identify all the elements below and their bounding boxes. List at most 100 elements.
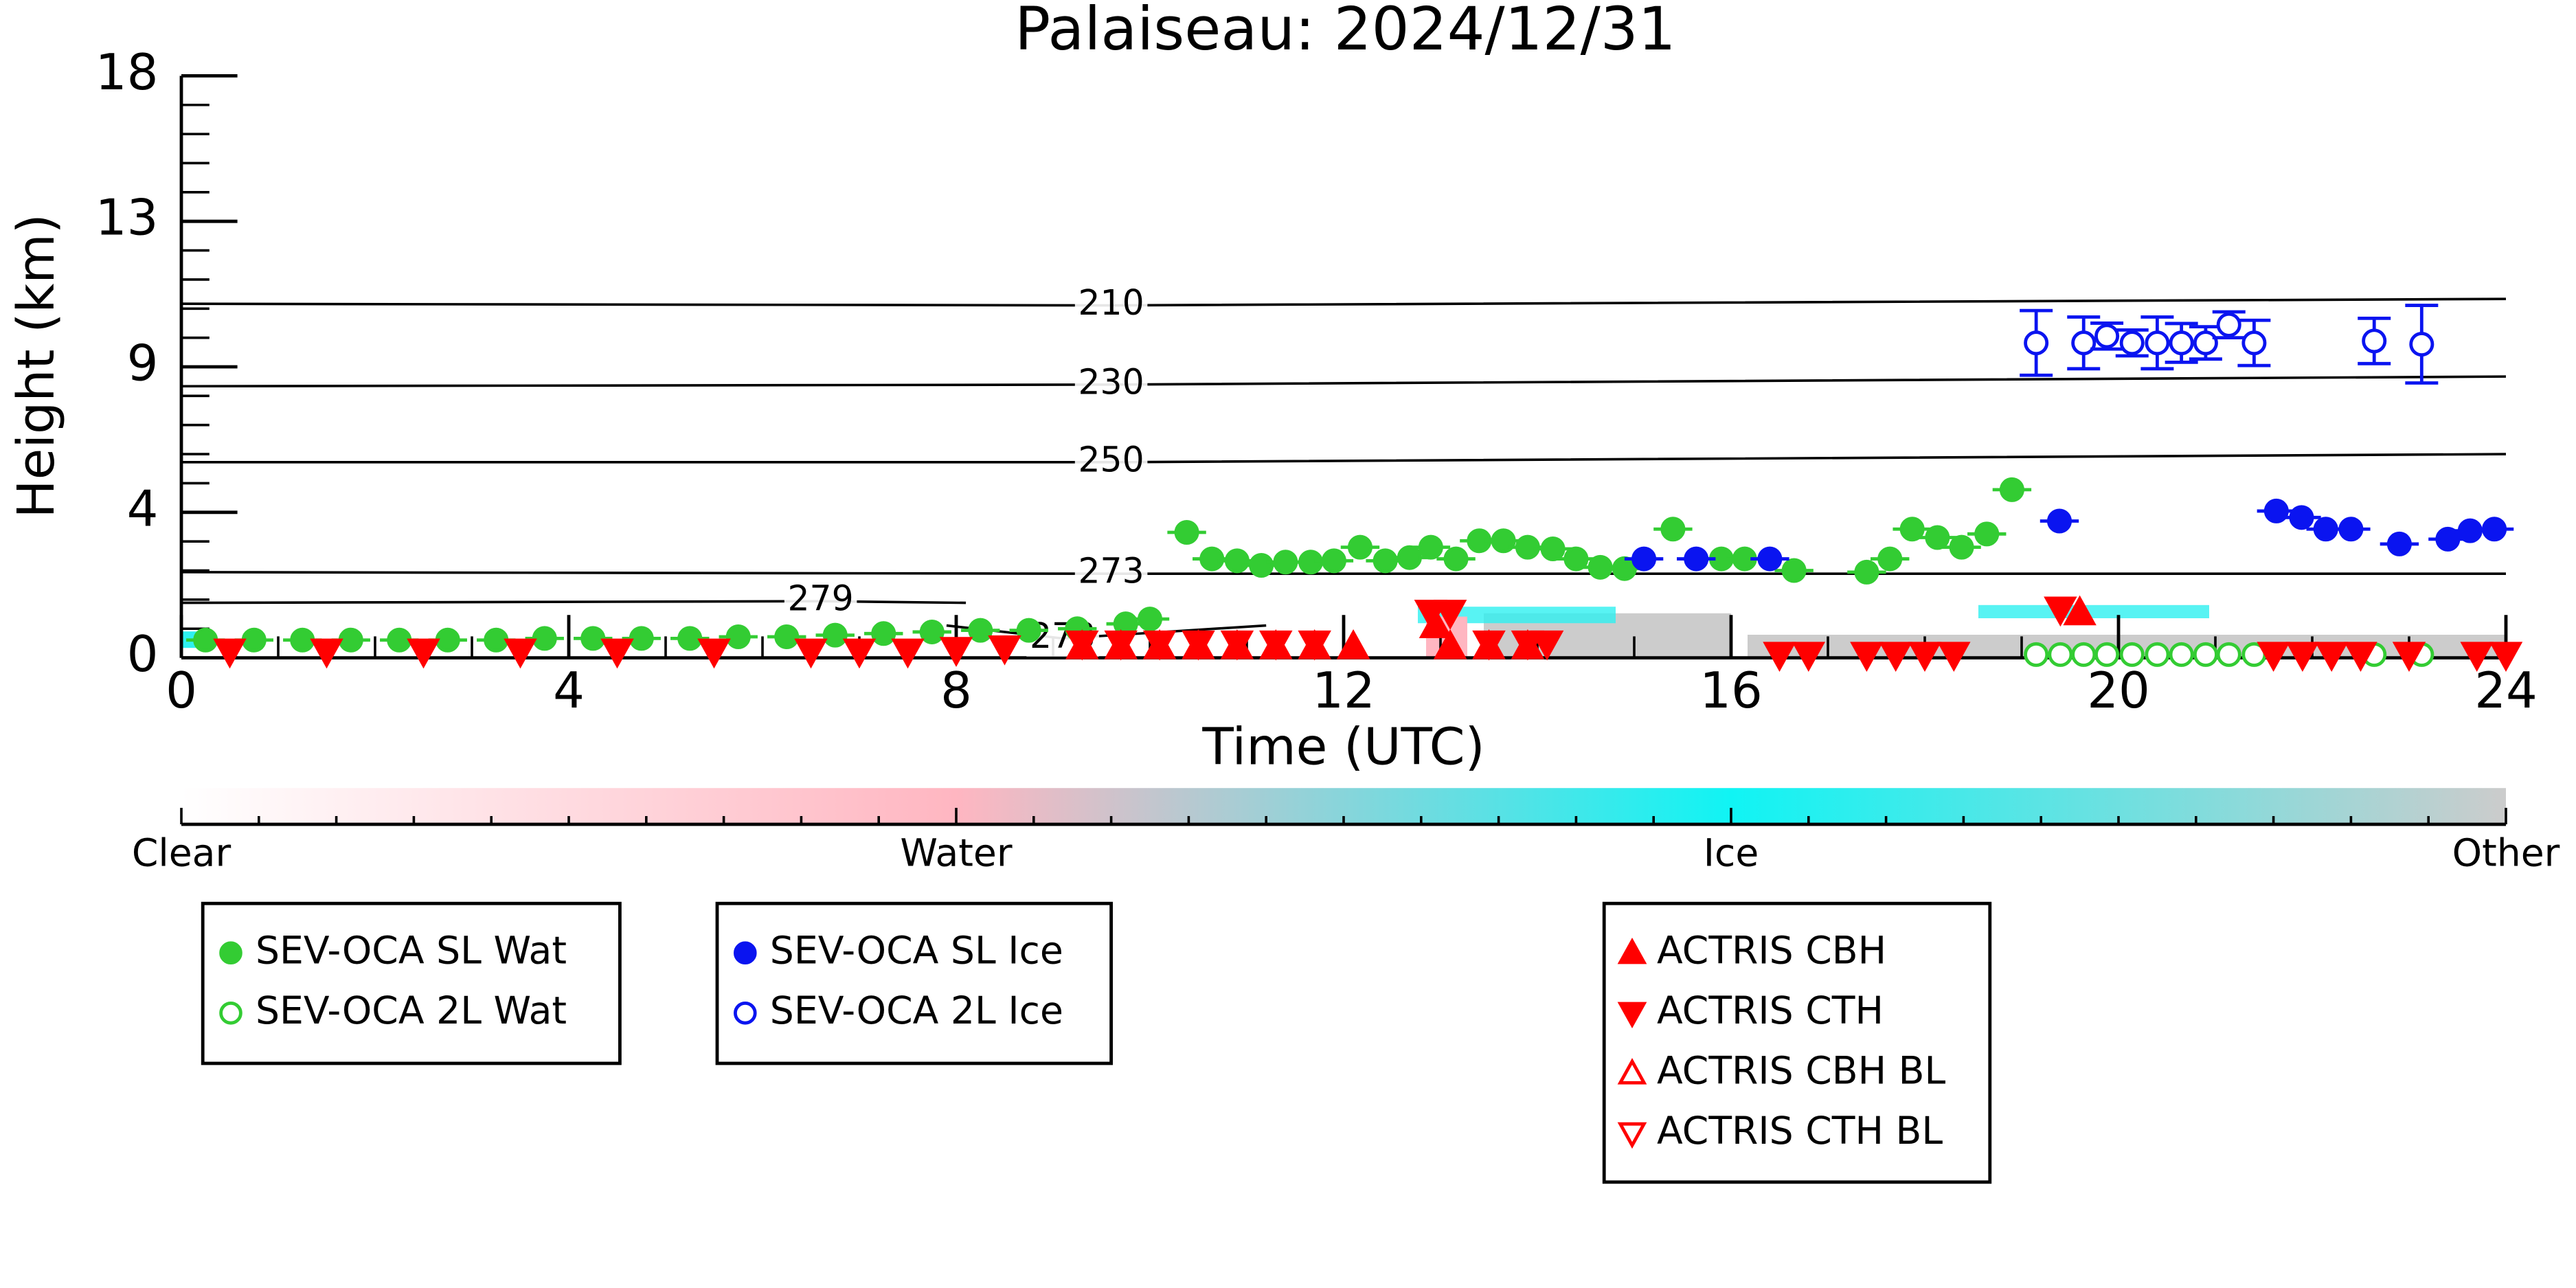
marker — [1016, 618, 1041, 643]
marker — [2119, 330, 2145, 356]
marker — [1792, 642, 1826, 672]
marker — [1220, 630, 1254, 661]
marker — [219, 1002, 242, 1025]
legend-label: SEV-OCA SL Ice — [770, 929, 1063, 973]
contour-label-bg — [1074, 366, 1148, 403]
legend-label: ACTRIS CBH BL — [1657, 1050, 1946, 1094]
marker — [1877, 546, 1903, 572]
marker — [2046, 508, 2072, 534]
marker — [1974, 521, 2000, 547]
marker — [822, 622, 848, 648]
marker — [2169, 330, 2194, 356]
marker — [2285, 642, 2320, 672]
marker — [1298, 630, 1331, 661]
legend-label: ACTRIS CTH BL — [1657, 1109, 1943, 1153]
marker — [2024, 330, 2049, 356]
legend-box — [1602, 901, 1992, 1184]
marker — [2314, 642, 2349, 672]
contour-line — [181, 453, 2507, 464]
contour-label: 230 — [1078, 361, 1144, 402]
marker — [1182, 630, 1215, 661]
colorbar-label: Ice — [1704, 832, 1759, 876]
marker — [2193, 330, 2218, 356]
marker — [2071, 642, 2097, 667]
marker — [2145, 330, 2170, 356]
x-tick-label: 8 — [940, 662, 972, 719]
cloud-mask — [181, 605, 2506, 658]
marker — [677, 626, 703, 651]
marker — [1142, 630, 1177, 661]
marker — [213, 638, 247, 669]
marker — [407, 638, 440, 669]
marker — [919, 619, 945, 644]
marker — [1259, 630, 1293, 661]
marker — [2289, 505, 2314, 530]
marker — [774, 624, 800, 650]
x-tick-label: 4 — [553, 662, 585, 719]
marker — [1949, 534, 1974, 560]
marker — [532, 626, 557, 651]
marker — [1138, 607, 1162, 632]
contour-label-bg — [1074, 287, 1148, 324]
marker — [2392, 642, 2426, 672]
marker — [1249, 552, 1274, 578]
marker — [387, 627, 412, 653]
marker — [1174, 519, 1199, 545]
marker — [1937, 642, 1971, 672]
marker — [1199, 546, 1225, 572]
marker — [1414, 600, 1448, 630]
marker — [2344, 642, 2377, 672]
y-tick-label: 0 — [127, 625, 159, 683]
marker — [290, 627, 315, 653]
legend-box — [715, 901, 1113, 1065]
marker — [600, 638, 634, 669]
legend-label: SEV-OCA 2L Ice — [770, 989, 1063, 1033]
marker — [1617, 1002, 1647, 1029]
marker — [734, 1002, 757, 1025]
series — [2020, 304, 2439, 385]
contour-line — [181, 571, 2506, 576]
marker — [435, 627, 460, 653]
marker — [1612, 556, 1637, 581]
x-tick-label: 20 — [2087, 662, 2150, 719]
contour-label-bg — [1074, 444, 1148, 481]
marker — [1684, 546, 1709, 572]
contour-line — [181, 375, 2507, 388]
marker — [1418, 534, 1443, 560]
y-tick-label: 18 — [95, 43, 159, 101]
marker — [1511, 630, 1545, 661]
marker — [2257, 642, 2290, 672]
marker — [1443, 546, 1469, 572]
marker — [2145, 642, 2170, 667]
legend-box — [201, 901, 622, 1065]
y-tick-label: 4 — [127, 479, 159, 537]
marker — [1617, 1058, 1647, 1085]
marker — [2024, 642, 2049, 667]
contour-label: 273 — [1078, 551, 1144, 591]
marker — [2460, 642, 2494, 672]
marker — [697, 638, 731, 669]
legend-label: SEV-OCA 2L Wat — [256, 989, 567, 1033]
marker — [241, 627, 267, 653]
marker — [2482, 517, 2507, 542]
marker — [1336, 629, 1370, 659]
marker — [1433, 600, 1467, 630]
marker — [2241, 330, 2267, 356]
marker — [310, 638, 343, 669]
marker — [2362, 328, 2387, 354]
marker — [580, 626, 606, 651]
marker — [2435, 526, 2461, 552]
x-tick-label: 16 — [1699, 662, 1763, 719]
marker — [1224, 548, 1250, 574]
x-tick-label: 12 — [1312, 662, 1375, 719]
marker — [1631, 546, 1657, 572]
marker — [891, 638, 925, 669]
marker — [871, 621, 896, 646]
marker — [1617, 1122, 1647, 1149]
marker — [1854, 559, 1879, 585]
series — [213, 596, 2523, 672]
marker — [1530, 630, 1564, 661]
contour-label-bg — [1074, 555, 1148, 592]
colorbar-label: Clear — [132, 832, 231, 876]
marker — [2094, 324, 2120, 349]
